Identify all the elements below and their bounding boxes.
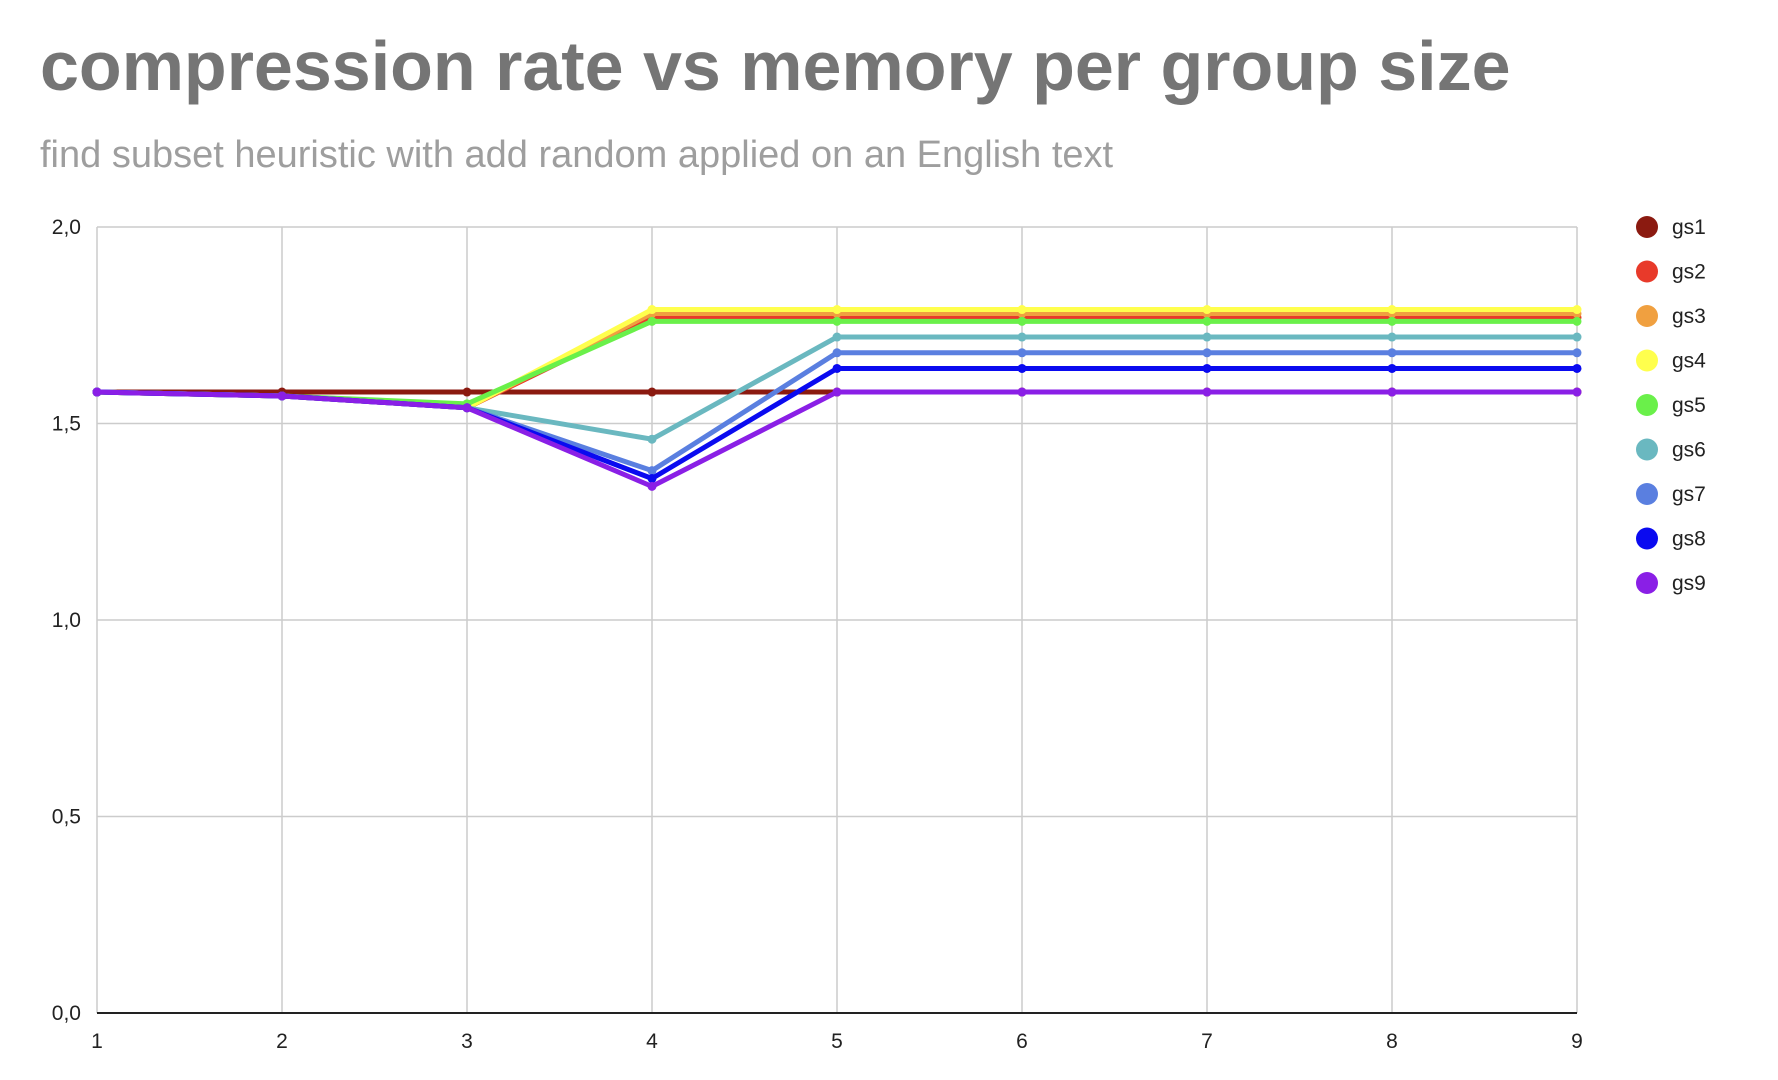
data-point-gs7	[832, 348, 842, 358]
data-point-gs7	[1572, 348, 1582, 358]
legend-label-gs6: gs6	[1672, 439, 1706, 462]
legend-marker-gs5	[1636, 394, 1658, 416]
data-point-gs8	[647, 474, 657, 484]
data-point-gs8	[1202, 363, 1212, 373]
data-point-gs6	[1387, 332, 1397, 342]
x-tick-label: 8	[1386, 1030, 1398, 1053]
x-tick-label: 1	[91, 1030, 103, 1053]
legend-marker-gs7	[1636, 483, 1658, 505]
x-tick-label: 7	[1201, 1030, 1213, 1053]
data-point-gs7	[1017, 348, 1027, 358]
legend-label-gs5: gs5	[1672, 394, 1706, 417]
chart-title: compression rate vs memory per group siz…	[40, 27, 1511, 105]
data-point-gs9	[1572, 387, 1582, 397]
data-point-gs5	[1017, 316, 1027, 326]
series-gs9	[92, 387, 1582, 491]
legend-label-gs1: gs1	[1672, 216, 1706, 239]
y-tick-label: 0,0	[52, 1002, 81, 1025]
legend-label-gs3: gs3	[1672, 305, 1706, 328]
data-point-gs4	[1202, 305, 1212, 315]
x-tick-label: 5	[831, 1030, 843, 1053]
legend-marker-gs6	[1636, 438, 1658, 461]
legend-label-gs8: gs8	[1672, 528, 1706, 551]
data-point-gs7	[1387, 348, 1397, 358]
data-point-gs7	[1202, 348, 1212, 358]
data-point-gs9	[277, 391, 287, 401]
legend-marker-gs1	[1636, 216, 1658, 238]
y-tick-label: 1,5	[52, 413, 81, 436]
x-tick-label: 2	[276, 1030, 288, 1053]
data-point-gs5	[1572, 316, 1582, 326]
data-point-gs4	[1572, 305, 1582, 315]
y-tick-label: 1,0	[52, 609, 81, 632]
data-point-gs8	[832, 363, 842, 373]
data-point-gs7	[647, 466, 657, 476]
data-point-gs9	[1017, 387, 1027, 397]
series-group	[92, 305, 1582, 491]
legend-marker-gs8	[1636, 527, 1658, 550]
legend-label-gs4: gs4	[1672, 350, 1706, 373]
data-point-gs5	[832, 316, 842, 326]
legend-marker-gs2	[1636, 260, 1658, 283]
x-tick-label: 4	[646, 1030, 658, 1053]
data-point-gs1	[462, 387, 472, 397]
data-point-gs5	[1387, 316, 1397, 326]
data-point-gs4	[1387, 305, 1397, 315]
data-point-gs9	[1387, 387, 1397, 397]
legend: gs1 gs2 gs3 gs4 gs5 gs6 gs7 gs8 gs9	[1636, 216, 1706, 595]
axes: 0,0 0,5 1,0 1,5 2,0 1 2 3 4 5 6 7 8 9	[52, 216, 1583, 1053]
data-point-gs6	[1202, 332, 1212, 342]
data-point-gs9	[1202, 387, 1212, 397]
data-point-gs6	[1017, 332, 1027, 342]
x-tick-label: 3	[461, 1030, 473, 1053]
data-point-gs6	[1572, 332, 1582, 342]
data-point-gs9	[92, 387, 102, 397]
data-point-gs5	[1202, 316, 1212, 326]
legend-label-gs7: gs7	[1672, 483, 1706, 506]
x-tick-label: 9	[1571, 1030, 1583, 1053]
legend-marker-gs4	[1636, 349, 1658, 372]
data-point-gs6	[647, 434, 657, 444]
legend-marker-gs9	[1636, 572, 1658, 594]
data-point-gs9	[647, 481, 657, 491]
data-point-gs4	[832, 305, 842, 315]
data-point-gs1	[647, 387, 657, 397]
legend-marker-gs3	[1636, 305, 1658, 327]
chart-subtitle: find subset heuristic with add random ap…	[40, 134, 1114, 176]
legend-label-gs9: gs9	[1672, 572, 1706, 595]
y-tick-label: 2,0	[52, 216, 81, 239]
legend-label-gs2: gs2	[1672, 261, 1706, 284]
data-point-gs8	[1572, 363, 1582, 373]
data-point-gs5	[647, 316, 657, 326]
data-point-gs4	[647, 305, 657, 315]
data-point-gs6	[832, 332, 842, 342]
data-point-gs9	[462, 403, 472, 413]
x-tick-label: 6	[1016, 1030, 1028, 1053]
data-point-gs8	[1387, 363, 1397, 373]
y-tick-label: 0,5	[52, 806, 81, 829]
grid	[96, 226, 1578, 1013]
data-point-gs9	[832, 387, 842, 397]
data-point-gs8	[1017, 363, 1027, 373]
data-point-gs4	[1017, 305, 1027, 315]
